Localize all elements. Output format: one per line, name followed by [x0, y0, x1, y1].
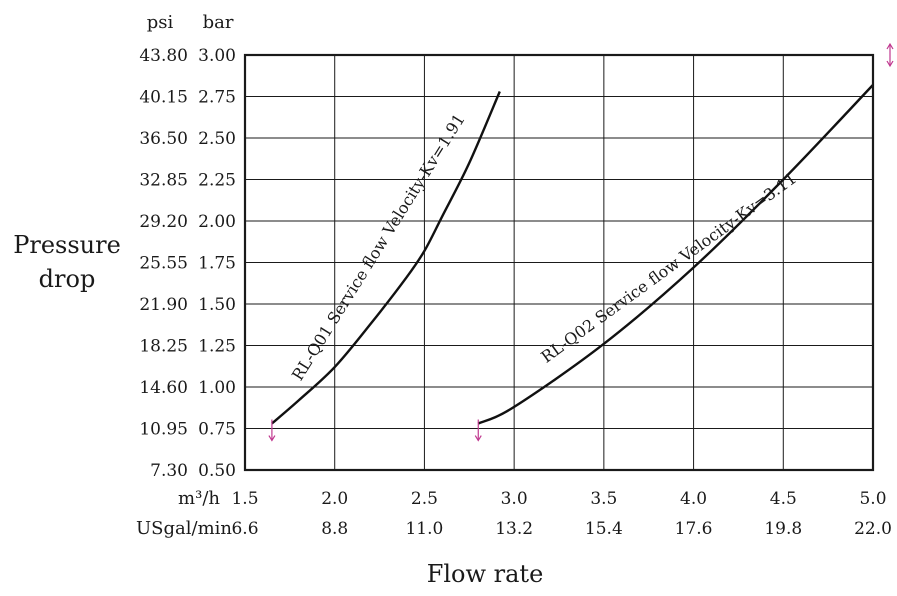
y-tick-label-psi: 43.80 [139, 46, 188, 66]
x-tick-label-secondary: 22.0 [854, 519, 892, 539]
x-tick-label: 1.5 [231, 489, 258, 509]
y-unit-bar: bar [203, 12, 234, 33]
y-tick-label-bar: 1.50 [198, 295, 236, 315]
labels: psi bar Pressure drop Flow rate m³/h USg… [13, 12, 543, 588]
y-tick-label-bar: 1.75 [198, 254, 236, 274]
y-unit-psi: psi [147, 12, 174, 33]
series-start-marker [474, 419, 482, 442]
x-tick-label-secondary: 15.4 [585, 519, 623, 539]
y-tick-label-bar: 3.00 [198, 46, 236, 66]
series-line [477, 84, 874, 425]
scale-marker-head-down [886, 60, 894, 68]
y-tick-label-psi: 7.30 [150, 461, 188, 481]
y-tick-label-bar: 2.75 [198, 88, 236, 108]
y-tick-label-bar: 2.50 [198, 129, 236, 149]
x-tick-label: 2.0 [321, 489, 348, 509]
x-tick-label-secondary: 17.6 [675, 519, 713, 539]
scale-marker [886, 42, 894, 68]
y-tick-label-bar: 1.00 [198, 378, 236, 398]
scale-marker-head-up [886, 42, 894, 50]
series-label: RL-Q01 Service flow Velocity-Kv=1.91 [288, 110, 469, 384]
x-tick-label: 2.5 [411, 489, 438, 509]
y-tick-label-psi: 29.20 [139, 212, 188, 232]
y-tick-label-bar: 1.25 [198, 337, 236, 357]
y-tick-label-psi: 36.50 [139, 129, 188, 149]
y-tick-label-psi: 14.60 [139, 378, 188, 398]
series-line [271, 91, 501, 425]
plot-border [243, 53, 875, 472]
y-tick-label-psi: 25.55 [139, 254, 188, 274]
y-tick-label-psi: 10.95 [139, 420, 188, 440]
y-tick-label-bar: 2.25 [198, 171, 236, 191]
y-tick-label-psi: 21.90 [139, 295, 188, 315]
y-tick-label-psi: 40.15 [139, 88, 188, 108]
x-tick-label: 4.0 [680, 489, 707, 509]
y-tick-label-psi: 18.25 [139, 337, 188, 357]
x-tick-label-secondary: 11.0 [405, 519, 443, 539]
marker-head [474, 435, 482, 442]
x-unit-secondary: USgal/min [136, 518, 232, 539]
series-start-marker [268, 419, 276, 442]
marker-head [268, 435, 276, 442]
x-tick-label: 3.0 [501, 489, 528, 509]
x-axis-title: Flow rate [427, 560, 544, 588]
y-tick-label-bar: 2.00 [198, 212, 236, 232]
x-tick-label: 4.5 [770, 489, 797, 509]
y-axis-title-line2: drop [39, 265, 96, 293]
y-tick-label-psi: 32.85 [139, 171, 188, 191]
x-unit-primary: m³/h [178, 488, 220, 509]
x-tick-label-secondary: 6.6 [231, 519, 258, 539]
x-tick-label-secondary: 8.8 [321, 519, 348, 539]
y-tick-label-bar: 0.50 [198, 461, 236, 481]
series-label: RL-Q02 Service flow Velocity-Kv=3.11 [537, 169, 800, 367]
y-tick-label-bar: 0.75 [198, 420, 236, 440]
tick-labels: 1.5 6.6 2.0 8.8 2.5 11.0 3.0 13.2 3.5 15.4 4.0 17.6… [139, 46, 892, 539]
markers [268, 42, 894, 442]
x-tick-label-secondary: 19.8 [764, 519, 802, 539]
plot-frame [243, 53, 875, 472]
grid-lines [245, 55, 873, 470]
x-tick-label: 5.0 [859, 489, 886, 509]
y-axis-title-line1: Pressure [13, 231, 121, 259]
x-tick-label-secondary: 13.2 [495, 519, 533, 539]
x-tick-label: 3.5 [590, 489, 617, 509]
